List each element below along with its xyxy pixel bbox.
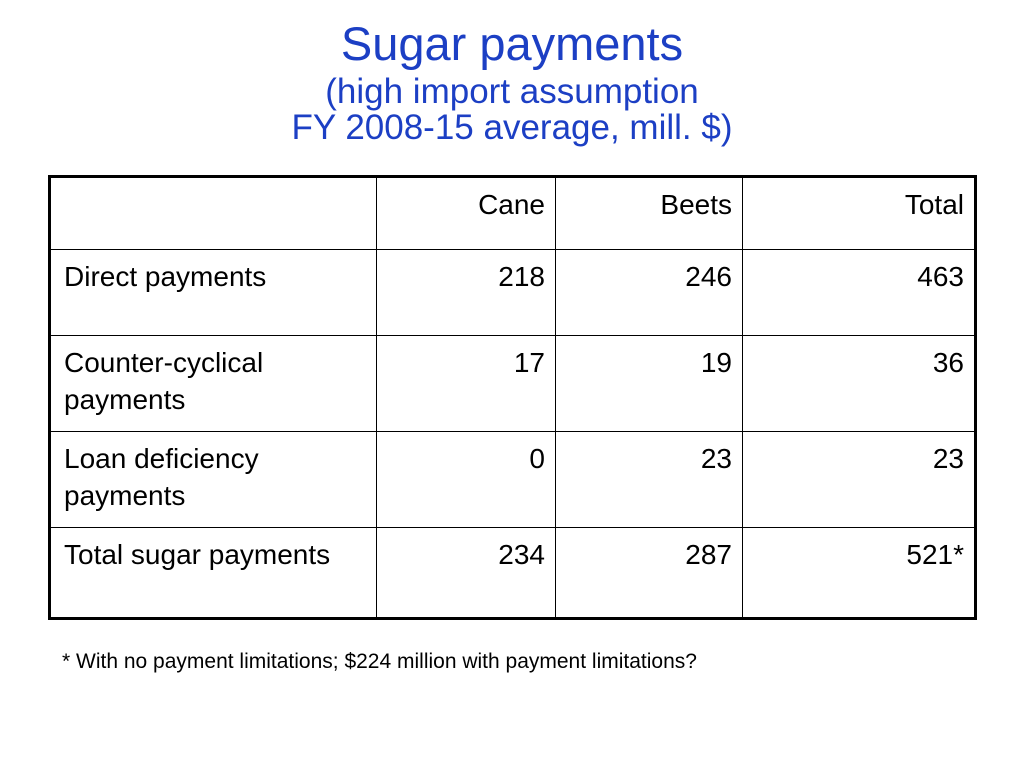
beets-value: 246 bbox=[555, 249, 743, 336]
beets-value: 23 bbox=[555, 431, 743, 528]
total-value: 23 bbox=[742, 431, 976, 528]
total-value: 521* bbox=[742, 527, 976, 619]
cane-value: 17 bbox=[376, 335, 556, 432]
table-row: Direct payments 218 246 463 bbox=[49, 249, 976, 336]
cane-value: 218 bbox=[376, 249, 556, 336]
table-row: Counter-cyclical payments 17 19 36 bbox=[49, 335, 976, 432]
row-label: Total sugar payments bbox=[49, 527, 377, 619]
beets-value: 19 bbox=[555, 335, 743, 432]
slide-title: Sugar payments bbox=[340, 17, 684, 70]
header-cell-cane: Cane bbox=[376, 176, 556, 250]
header-cell-total: Total bbox=[742, 176, 976, 250]
cane-value: 234 bbox=[376, 527, 556, 619]
slide-title-block: Sugar payments (high import assumption F… bbox=[0, 14, 1024, 146]
total-value: 463 bbox=[742, 249, 976, 336]
table-row: Loan deficiency payments 0 23 23 bbox=[49, 431, 976, 528]
beets-value: 287 bbox=[555, 527, 743, 619]
table-header-row: Cane Beets Total bbox=[49, 176, 976, 250]
slide-subtitle-line-2: FY 2008-15 average, mill. $) bbox=[291, 108, 733, 147]
footnote: * With no payment limitations; $224 mill… bbox=[62, 650, 697, 673]
row-label: Loan deficiency payments bbox=[49, 431, 377, 528]
header-cell-beets: Beets bbox=[555, 176, 743, 250]
total-value: 36 bbox=[742, 335, 976, 432]
row-label: Direct payments bbox=[49, 249, 377, 336]
row-label: Counter-cyclical payments bbox=[49, 335, 377, 432]
cane-value: 0 bbox=[376, 431, 556, 528]
header-cell-empty bbox=[49, 176, 377, 250]
table-row: Total sugar payments 234 287 521* bbox=[49, 527, 976, 619]
sugar-payments-table: Cane Beets Total Direct payments 218 246… bbox=[48, 175, 977, 620]
slide-subtitle-line-1: (high import assumption bbox=[325, 72, 699, 111]
